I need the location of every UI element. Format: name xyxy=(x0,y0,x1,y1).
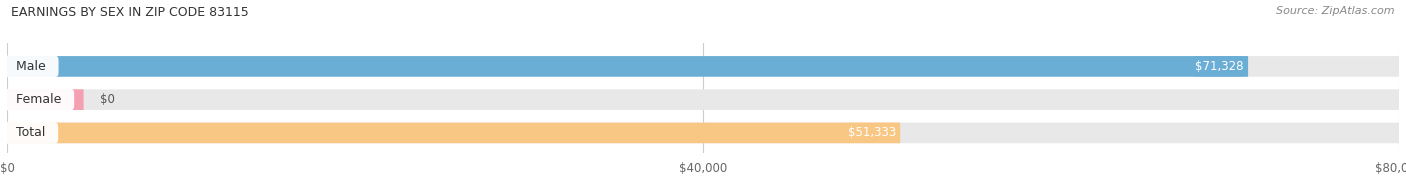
FancyBboxPatch shape xyxy=(7,89,1399,110)
FancyBboxPatch shape xyxy=(7,89,83,110)
FancyBboxPatch shape xyxy=(7,56,1249,77)
Text: Female: Female xyxy=(8,93,70,106)
Text: Source: ZipAtlas.com: Source: ZipAtlas.com xyxy=(1277,6,1395,16)
Text: $51,333: $51,333 xyxy=(848,126,896,139)
Text: $71,328: $71,328 xyxy=(1195,60,1244,73)
Text: Total: Total xyxy=(8,126,53,139)
FancyBboxPatch shape xyxy=(7,123,1399,143)
Text: $0: $0 xyxy=(100,93,115,106)
Text: Male: Male xyxy=(8,60,55,73)
FancyBboxPatch shape xyxy=(7,123,900,143)
FancyBboxPatch shape xyxy=(7,56,1399,77)
Text: EARNINGS BY SEX IN ZIP CODE 83115: EARNINGS BY SEX IN ZIP CODE 83115 xyxy=(11,6,249,19)
